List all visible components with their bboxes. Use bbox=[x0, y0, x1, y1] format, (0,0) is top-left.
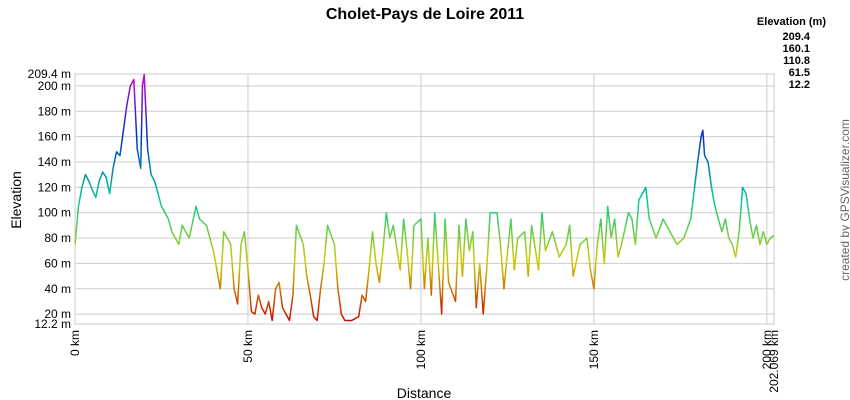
y-tick-label: 40 m bbox=[44, 282, 71, 296]
y-tick-label: 100 m bbox=[38, 206, 71, 220]
credit: created by GPSVisualizer.com bbox=[838, 119, 850, 281]
y-tick-label: 209.4 m bbox=[28, 67, 71, 81]
y-axis-label: Elevation bbox=[8, 171, 24, 229]
y-tick-label: 120 m bbox=[38, 180, 71, 194]
x-tick-label: 50 km bbox=[241, 330, 255, 363]
y-tick-label: 60 m bbox=[44, 256, 71, 270]
x-axis-label: Distance bbox=[397, 385, 452, 400]
x-tick-label: 0 km bbox=[68, 330, 82, 356]
x-tick-label: 150 km bbox=[587, 330, 601, 369]
x-tick-label: 200 km bbox=[760, 330, 774, 369]
legend-entry: 160.1 bbox=[782, 43, 810, 55]
chart-title: Cholet-Pays de Loire 2011 bbox=[326, 6, 524, 23]
y-tick-label: 200 m bbox=[38, 79, 71, 93]
legend-entry: 61.5 bbox=[789, 67, 810, 79]
x-tick-label: 202.069 km bbox=[767, 330, 781, 393]
y-tick-label: 80 m bbox=[44, 231, 71, 245]
y-tick-label: 20 m bbox=[44, 307, 71, 321]
y-tick-label: 12.2 m bbox=[34, 317, 71, 331]
x-tick-label: 100 km bbox=[414, 330, 428, 369]
y-tick-label: 140 m bbox=[38, 155, 71, 169]
legend-entry: 12.2 bbox=[789, 79, 810, 91]
y-tick-label: 160 m bbox=[38, 130, 71, 144]
y-tick-label: 180 m bbox=[38, 104, 71, 118]
legend-entry: 209.4 bbox=[782, 31, 810, 43]
elevation-line bbox=[74, 73, 775, 322]
legend-title: Elevation (m) bbox=[757, 16, 826, 28]
legend-entry: 110.8 bbox=[783, 55, 810, 67]
